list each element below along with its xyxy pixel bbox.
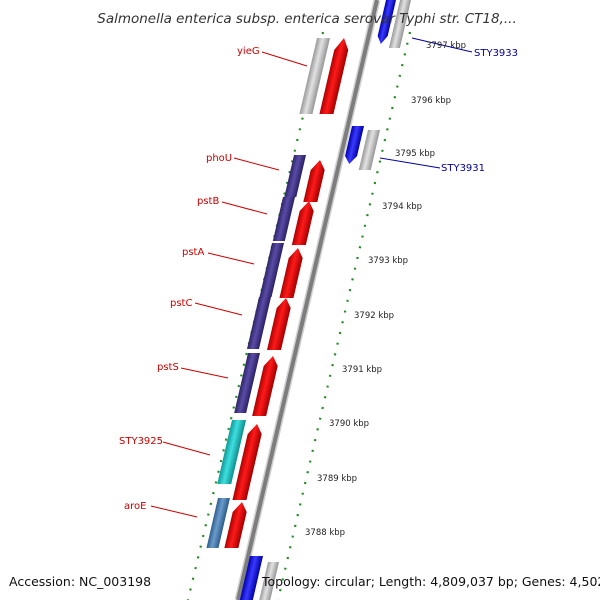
gene-label-pstB: pstB [197, 196, 219, 207]
right-gene-labels: STY3933 STY3931 [441, 48, 518, 174]
gene-STY3925 [217, 420, 246, 484]
kbp-label: 3793 kbp [368, 256, 408, 266]
kbp-label: 3797 kbp [426, 41, 466, 51]
gene-label-STY3931: STY3931 [441, 163, 485, 174]
gene-label-aroE: aroE [124, 501, 146, 512]
feature-bottom-gray [259, 562, 279, 600]
gene-label-pstS: pstS [157, 362, 179, 373]
gene-aroE [206, 498, 230, 548]
feature-bottom-blue [239, 556, 263, 600]
cds-phoU [303, 160, 325, 202]
right-label-leaders [379, 37, 473, 169]
gene-label-STY3925: STY3925 [119, 436, 163, 447]
topology-summary: Topology: circular; Length: 4,809,037 bp… [261, 574, 600, 589]
gene-pstA [259, 243, 284, 297]
kbp-labels: 3797 kbp 3796 kbp 3795 kbp 3794 kbp 3793… [305, 41, 466, 538]
kbp-label: 3794 kbp [382, 202, 422, 212]
feature-top-blue [377, 0, 396, 44]
gene-label-yieG: yieG [237, 46, 260, 57]
cds-yieG [319, 38, 349, 114]
gene-label-pstA: pstA [182, 247, 204, 258]
left-label-leaders [150, 51, 308, 518]
map-title: Salmonella enterica subsp. enterica sero… [97, 11, 517, 27]
kbp-label: 3789 kbp [317, 474, 357, 484]
gene-pstS [234, 353, 260, 413]
kbp-label: 3788 kbp [305, 528, 345, 538]
kbp-label: 3795 kbp [395, 149, 435, 159]
kbp-label: 3792 kbp [354, 311, 394, 321]
feature-STY3931-gray [358, 130, 380, 170]
cds-pstC [266, 298, 291, 350]
cds-pstA [279, 248, 303, 298]
gene-phoU [284, 155, 306, 197]
feature-STY3931-blue [345, 126, 364, 164]
left-gene-labels: yieG phoU pstB pstA pstC pstS STY3925 ar… [119, 46, 260, 512]
gene-label-STY3933: STY3933 [474, 48, 518, 59]
kbp-label: 3796 kbp [411, 96, 451, 106]
backbone [236, 0, 379, 600]
accession-label: Accession: NC_003198 [9, 574, 151, 589]
gene-pstB [272, 197, 295, 241]
gene-yieG [299, 38, 330, 114]
cds-aroE [224, 502, 247, 548]
feature-top-gray [388, 0, 411, 48]
gene-pstC [246, 297, 271, 349]
cds-STY3925 [232, 424, 262, 500]
right-tick-track [276, 31, 412, 600]
kbp-label: 3791 kbp [342, 365, 382, 375]
gene-label-phoU: phoU [206, 153, 232, 164]
kbp-label: 3790 kbp [329, 419, 369, 429]
cds-pstB [291, 201, 314, 245]
cds-pstS [252, 356, 278, 416]
gene-label-pstC: pstC [170, 298, 192, 309]
